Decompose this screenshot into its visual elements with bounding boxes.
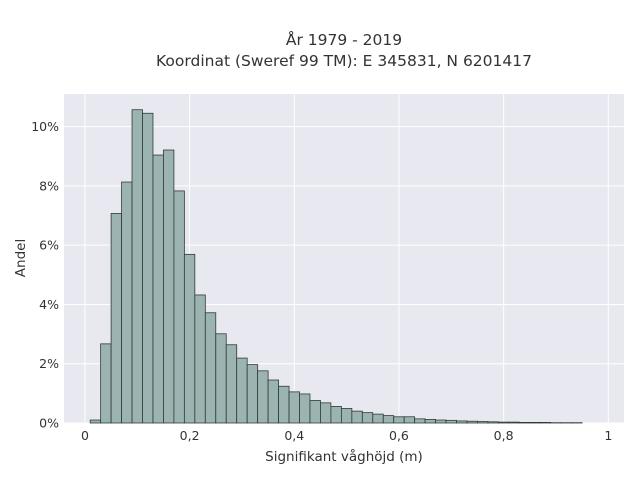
histogram-bar — [351, 410, 363, 424]
histogram-bar — [246, 364, 259, 424]
chart-subtitle: Koordinat (Sweref 99 TM): E 345831, N 62… — [156, 52, 532, 70]
histogram-bar — [424, 419, 436, 424]
x-tick-label: 0,2 — [180, 428, 200, 443]
histogram-bar — [361, 412, 374, 424]
histogram-bar — [236, 357, 248, 424]
axis-ticks: 0 0,2 0,4 0,6 0,8 10%2%4%6%8%10% — [31, 119, 612, 443]
y-tick-label: 0% — [39, 416, 59, 431]
histogram-bar — [225, 344, 238, 424]
histogram-bars — [89, 109, 583, 424]
histogram-bar — [100, 343, 112, 424]
histogram-bar — [393, 416, 405, 424]
histogram-bar — [518, 422, 531, 424]
histogram-bar — [173, 190, 185, 424]
y-axis-label: Andel — [13, 239, 29, 277]
histogram-bar — [435, 419, 447, 424]
histogram-bar — [194, 294, 206, 424]
histogram-bar — [299, 393, 311, 424]
x-tick-label: 0,6 — [389, 428, 409, 443]
histogram-bar — [529, 422, 541, 424]
histogram-bar — [320, 402, 332, 424]
histogram-bar — [539, 422, 552, 424]
histogram-bar — [456, 420, 468, 424]
histogram-bar — [163, 149, 175, 424]
histogram-bar — [340, 408, 353, 424]
x-tick-label: 0,4 — [284, 428, 304, 443]
histogram-bar — [215, 333, 227, 424]
histogram-bar — [288, 391, 300, 424]
histogram-bar — [204, 312, 217, 424]
histogram-bar — [414, 418, 426, 424]
x-axis-label: Signifikant våghöjd (m) — [265, 448, 423, 465]
histogram-bar — [152, 154, 164, 424]
histogram-bar — [110, 213, 122, 424]
histogram-bar — [487, 421, 499, 424]
y-tick-label: 2% — [39, 356, 59, 371]
histogram-bar — [131, 109, 143, 424]
histogram-bar — [508, 421, 520, 424]
histogram-bar — [497, 421, 510, 424]
y-tick-label: 6% — [39, 238, 59, 253]
x-tick-label: 1 — [604, 428, 612, 443]
histogram-bar — [382, 415, 395, 424]
histogram-bar — [121, 181, 133, 424]
histogram-bar — [477, 421, 489, 424]
histogram-bar — [89, 419, 102, 424]
histogram-bar — [466, 420, 478, 424]
y-tick-label: 4% — [39, 297, 59, 312]
histogram-bar — [403, 416, 416, 424]
histogram-bar — [309, 400, 321, 424]
histogram-bar — [278, 385, 290, 424]
histogram-bar — [142, 112, 154, 424]
y-tick-label: 10% — [31, 119, 59, 134]
histogram-bar — [372, 413, 384, 424]
x-tick-label: 0 — [81, 428, 89, 443]
histogram-bar — [183, 253, 196, 424]
chart-title: År 1979 - 2019 — [286, 30, 402, 49]
histogram-bar — [257, 370, 269, 424]
y-tick-label: 8% — [39, 178, 59, 193]
histogram-bar — [267, 379, 279, 424]
histogram-bar — [445, 419, 457, 424]
histogram-bar — [330, 406, 342, 424]
x-tick-label: 0,8 — [494, 428, 514, 443]
